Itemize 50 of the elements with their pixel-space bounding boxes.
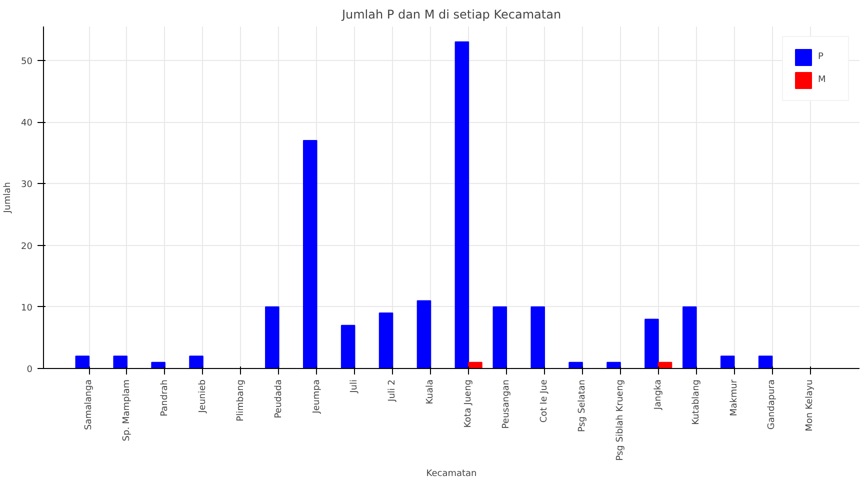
- bar: [189, 356, 204, 368]
- bar: [568, 362, 583, 368]
- legend-label: P: [818, 52, 824, 62]
- x-tick-label: Samalanga: [84, 379, 94, 430]
- x-tick-label: Pandrah: [160, 380, 170, 416]
- x-tick-label: Cot Ie Jue: [539, 379, 550, 423]
- x-tick-label: Peudada: [274, 379, 284, 418]
- bar: [720, 356, 735, 368]
- x-tick-label: Jeunieb: [198, 379, 208, 414]
- x-axis-title: Kecamatan: [426, 468, 477, 479]
- x-tick-label: Jeumpa: [312, 380, 322, 414]
- x-tick-label: Mon Kelayu: [805, 380, 816, 432]
- y-tick-label: 40: [21, 118, 33, 129]
- bar: [454, 41, 470, 368]
- legend-label: M: [818, 75, 827, 85]
- bar: [530, 306, 545, 368]
- y-tick-label: 30: [21, 180, 33, 190]
- bar: [265, 306, 280, 368]
- bar: [378, 312, 394, 368]
- bar: [682, 306, 697, 368]
- x-tick-label: Psg Selatan: [577, 380, 588, 432]
- bar: [151, 362, 166, 368]
- bar: [468, 362, 482, 368]
- bar: [606, 362, 621, 368]
- bar: [758, 356, 773, 368]
- bar: [113, 356, 128, 368]
- y-axis-title: Jumlah: [3, 182, 14, 214]
- bar: [644, 318, 659, 368]
- bar: [302, 140, 318, 368]
- bar: [340, 324, 356, 368]
- x-tick-label: Jangka: [653, 380, 664, 411]
- y-tick-label: 0: [26, 365, 33, 375]
- x-tick-label: Peusangan: [502, 379, 512, 429]
- x-tick-label: Juli: [350, 380, 360, 394]
- chart-title: Jumlah P dan M di setiap Kecamatan: [340, 8, 562, 22]
- x-tick-label: Gandapura: [767, 379, 778, 430]
- x-tick-label: Kutablang: [691, 379, 702, 425]
- x-tick-label: Makmur: [729, 379, 740, 416]
- x-tick-label: Juli 2: [388, 379, 398, 402]
- y-tick-label: 10: [21, 303, 33, 314]
- x-tick-label: Psg Siblah Krueng: [615, 379, 626, 461]
- x-tick-label: Sp. Mamplam: [122, 379, 132, 442]
- bar: [75, 356, 90, 368]
- x-tick-label: Kota Jueng: [464, 379, 474, 428]
- y-tick-label: 50: [21, 56, 33, 67]
- x-tick-label: Plimbang: [236, 379, 246, 422]
- bar: [416, 300, 432, 368]
- x-tick-label: Kuala: [426, 379, 436, 404]
- y-tick-label: 20: [21, 242, 33, 252]
- bar: [492, 306, 508, 368]
